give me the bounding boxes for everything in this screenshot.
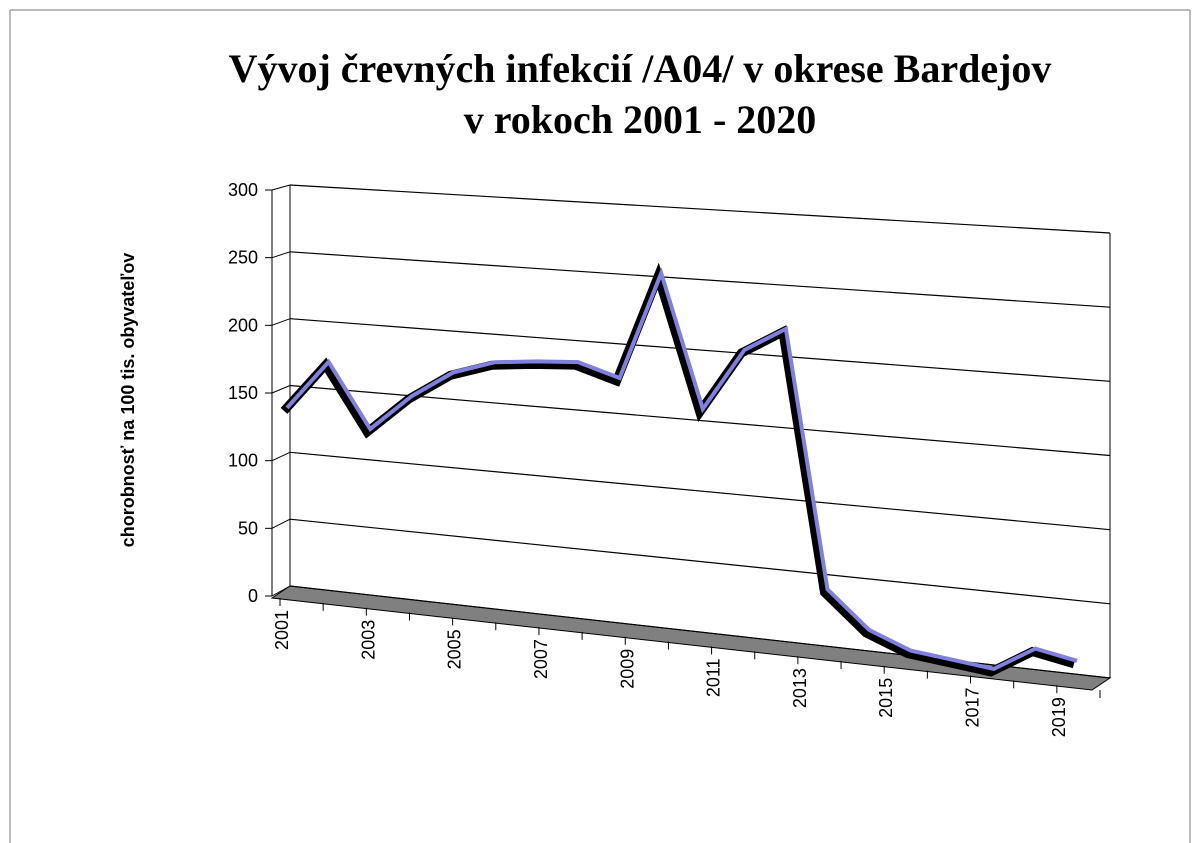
grid-line [289, 585, 1111, 679]
x-tick-label: 2015 [876, 678, 896, 718]
grid-line [271, 184, 291, 191]
chart-title: Vývoj črevných infekcií /A04/ v okrese B… [229, 46, 1052, 91]
grid-line [289, 318, 1111, 382]
y-tick-label: 300 [228, 180, 258, 200]
grid-line [289, 251, 1111, 308]
y-axis-label: chorobnosť na 100 tis. obyvateľov [118, 253, 138, 548]
x-tick-label: 2001 [272, 610, 292, 650]
y-tick-label: 100 [228, 451, 258, 471]
grid-line [289, 518, 1111, 605]
grid-line [271, 385, 291, 394]
y-tick-label: 200 [228, 315, 258, 335]
x-tick-label: 2003 [358, 620, 378, 660]
x-tick-label: 2013 [790, 668, 810, 708]
grid-line [271, 451, 291, 462]
y-tick-label: 0 [248, 586, 258, 606]
y-tick-label: 50 [238, 518, 258, 538]
y-tick-label: 150 [228, 383, 258, 403]
grid-line [289, 184, 1111, 234]
x-tick-label: 2005 [445, 629, 465, 669]
x-tick-label: 2017 [963, 687, 983, 727]
x-tick-label: 2011 [704, 658, 724, 697]
grid-line [289, 451, 1111, 531]
grid-line [271, 318, 291, 326]
grid-line [271, 518, 291, 529]
grid-line [289, 384, 1111, 457]
grid-line [271, 251, 291, 259]
line-series [285, 267, 1078, 672]
x-tick-label: 2019 [1049, 697, 1069, 737]
grid-line [271, 585, 291, 597]
chart-subtitle: v rokoch 2001 - 2020 [464, 97, 817, 142]
y-tick-label: 250 [228, 248, 258, 268]
x-tick-label: 2007 [531, 639, 551, 679]
x-tick-label: 2009 [617, 649, 637, 689]
